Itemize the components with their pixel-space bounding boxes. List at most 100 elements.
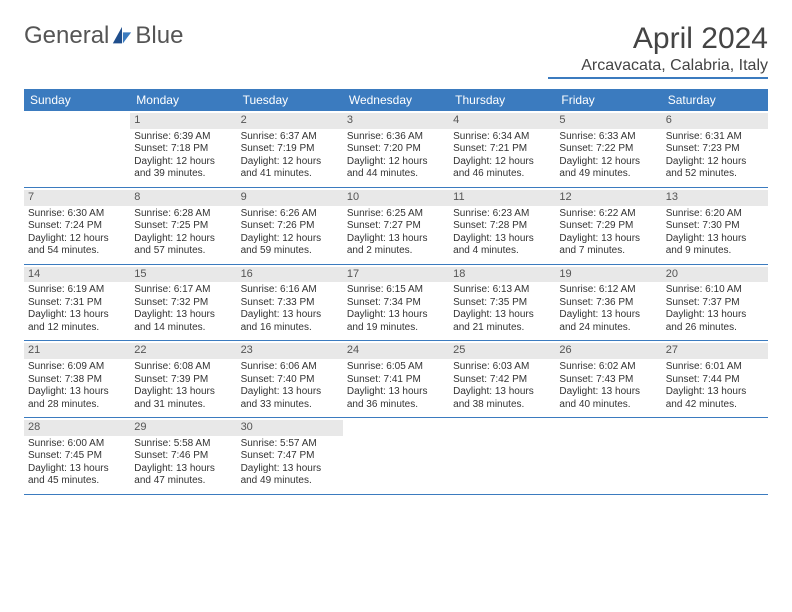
calendar-cell: 24Sunrise: 6:05 AMSunset: 7:41 PMDayligh… — [343, 341, 449, 417]
daylight-line: Daylight: 13 hours and 40 minutes. — [559, 386, 657, 411]
calendar-cell: 22Sunrise: 6:08 AMSunset: 7:39 PMDayligh… — [130, 341, 236, 417]
daylight-line: Daylight: 13 hours and 28 minutes. — [28, 386, 126, 411]
calendar-cell: 3Sunrise: 6:36 AMSunset: 7:20 PMDaylight… — [343, 111, 449, 187]
daylight-line: Daylight: 12 hours and 41 minutes. — [241, 156, 339, 181]
sunset-line: Sunset: 7:46 PM — [134, 450, 232, 463]
sunrise-line: Sunrise: 6:16 AM — [241, 284, 339, 297]
sunrise-line: Sunrise: 6:19 AM — [28, 284, 126, 297]
calendar-cell: 25Sunrise: 6:03 AMSunset: 7:42 PMDayligh… — [449, 341, 555, 417]
sunset-line: Sunset: 7:28 PM — [453, 220, 551, 233]
daylight-line: Daylight: 13 hours and 21 minutes. — [453, 309, 551, 334]
sunrise-line: Sunrise: 6:17 AM — [134, 284, 232, 297]
calendar-cell: 2Sunrise: 6:37 AMSunset: 7:19 PMDaylight… — [237, 111, 343, 187]
calendar-day-headers: SundayMondayTuesdayWednesdayThursdayFrid… — [24, 89, 768, 111]
day-number: 20 — [662, 267, 768, 283]
calendar-cell: 8Sunrise: 6:28 AMSunset: 7:25 PMDaylight… — [130, 188, 236, 264]
sunrise-line: Sunrise: 6:01 AM — [666, 361, 764, 374]
calendar-cell: 23Sunrise: 6:06 AMSunset: 7:40 PMDayligh… — [237, 341, 343, 417]
day-number: 17 — [343, 267, 449, 283]
sunset-line: Sunset: 7:18 PM — [134, 143, 232, 156]
location-subtitle: Arcavacata, Calabria, Italy — [548, 57, 768, 75]
calendar-week: 1Sunrise: 6:39 AMSunset: 7:18 PMDaylight… — [24, 111, 768, 188]
sunset-line: Sunset: 7:30 PM — [666, 220, 764, 233]
day-number: 25 — [449, 343, 555, 359]
sunrise-line: Sunrise: 6:12 AM — [559, 284, 657, 297]
calendar-cell: 11Sunrise: 6:23 AMSunset: 7:28 PMDayligh… — [449, 188, 555, 264]
sunset-line: Sunset: 7:37 PM — [666, 297, 764, 310]
sunrise-line: Sunrise: 6:30 AM — [28, 208, 126, 221]
sunrise-line: Sunrise: 6:05 AM — [347, 361, 445, 374]
calendar-cell: 12Sunrise: 6:22 AMSunset: 7:29 PMDayligh… — [555, 188, 661, 264]
sunset-line: Sunset: 7:33 PM — [241, 297, 339, 310]
sunset-line: Sunset: 7:24 PM — [28, 220, 126, 233]
calendar-cell — [343, 418, 449, 494]
sunset-line: Sunset: 7:39 PM — [134, 374, 232, 387]
day-number: 7 — [24, 190, 130, 206]
day-number: 26 — [555, 343, 661, 359]
sunset-line: Sunset: 7:21 PM — [453, 143, 551, 156]
sunrise-line: Sunrise: 6:08 AM — [134, 361, 232, 374]
daylight-line: Daylight: 13 hours and 33 minutes. — [241, 386, 339, 411]
sunrise-line: Sunrise: 6:15 AM — [347, 284, 445, 297]
sunset-line: Sunset: 7:40 PM — [241, 374, 339, 387]
sunrise-line: Sunrise: 6:10 AM — [666, 284, 764, 297]
calendar-cell: 20Sunrise: 6:10 AMSunset: 7:37 PMDayligh… — [662, 265, 768, 341]
sunset-line: Sunset: 7:36 PM — [559, 297, 657, 310]
sunrise-line: Sunrise: 6:37 AM — [241, 131, 339, 144]
calendar-cell: 5Sunrise: 6:33 AMSunset: 7:22 PMDaylight… — [555, 111, 661, 187]
calendar-week: 28Sunrise: 6:00 AMSunset: 7:45 PMDayligh… — [24, 418, 768, 495]
calendar-cell: 7 Sunrise: 6:30 AMSunset: 7:24 PMDaylight… — [24, 188, 130, 264]
daylight-line: Daylight: 12 hours and 39 minutes. — [134, 156, 232, 181]
daylight-line: Daylight: 13 hours and 42 minutes. — [666, 386, 764, 411]
daylight-line: Daylight: 13 hours and 12 minutes. — [28, 309, 126, 334]
sunrise-line: Sunrise: 6:20 AM — [666, 208, 764, 221]
sunset-line: Sunset: 7:35 PM — [453, 297, 551, 310]
header: General Blue April 2024 Arcavacata, Cala… — [24, 22, 768, 79]
sunrise-line: Sunrise: 6:23 AM — [453, 208, 551, 221]
sunrise-line: Sunrise: 6:39 AM — [134, 131, 232, 144]
sunrise-line: Sunrise: 6:25 AM — [347, 208, 445, 221]
day-number: 3 — [343, 113, 449, 129]
daylight-line: Daylight: 13 hours and 38 minutes. — [453, 386, 551, 411]
sunrise-line: Sunrise: 6:31 AM — [666, 131, 764, 144]
daylight-line: Daylight: 13 hours and 49 minutes. — [241, 463, 339, 488]
sunrise-line: Sunrise: 6:13 AM — [453, 284, 551, 297]
sunset-line: Sunset: 7:43 PM — [559, 374, 657, 387]
daylight-line: Daylight: 13 hours and 19 minutes. — [347, 309, 445, 334]
sunset-line: Sunset: 7:26 PM — [241, 220, 339, 233]
calendar-cell: 1Sunrise: 6:39 AMSunset: 7:18 PMDaylight… — [130, 111, 236, 187]
sunset-line: Sunset: 7:41 PM — [347, 374, 445, 387]
sunset-line: Sunset: 7:42 PM — [453, 374, 551, 387]
day-header: Friday — [555, 89, 661, 111]
calendar-cell: 4Sunrise: 6:34 AMSunset: 7:21 PMDaylight… — [449, 111, 555, 187]
daylight-line: Daylight: 13 hours and 31 minutes. — [134, 386, 232, 411]
daylight-line: Daylight: 13 hours and 24 minutes. — [559, 309, 657, 334]
day-number: 13 — [662, 190, 768, 206]
day-number: 10 — [343, 190, 449, 206]
daylight-line: Daylight: 12 hours and 54 minutes. — [28, 233, 126, 258]
sunset-line: Sunset: 7:25 PM — [134, 220, 232, 233]
sunset-line: Sunset: 7:31 PM — [28, 297, 126, 310]
day-number: 16 — [237, 267, 343, 283]
title-block: April 2024 Arcavacata, Calabria, Italy — [548, 22, 768, 79]
title-underline — [548, 77, 768, 79]
sunrise-line: Sunrise: 6:00 AM — [28, 438, 126, 451]
daylight-line: Daylight: 13 hours and 7 minutes. — [559, 233, 657, 258]
day-number: 19 — [555, 267, 661, 283]
calendar-cell: 15Sunrise: 6:17 AMSunset: 7:32 PMDayligh… — [130, 265, 236, 341]
day-number: 9 — [237, 190, 343, 206]
page-title: April 2024 — [548, 22, 768, 55]
sunset-line: Sunset: 7:23 PM — [666, 143, 764, 156]
sunrise-line: Sunrise: 6:28 AM — [134, 208, 232, 221]
calendar-cell: 18Sunrise: 6:13 AMSunset: 7:35 PMDayligh… — [449, 265, 555, 341]
sunset-line: Sunset: 7:45 PM — [28, 450, 126, 463]
day-header: Thursday — [449, 89, 555, 111]
day-header: Sunday — [24, 89, 130, 111]
calendar-week: 14Sunrise: 6:19 AMSunset: 7:31 PMDayligh… — [24, 265, 768, 342]
calendar-cell — [662, 418, 768, 494]
day-number: 8 — [130, 190, 236, 206]
sunset-line: Sunset: 7:29 PM — [559, 220, 657, 233]
daylight-line: Daylight: 13 hours and 14 minutes. — [134, 309, 232, 334]
daylight-line: Daylight: 12 hours and 52 minutes. — [666, 156, 764, 181]
calendar-cell: 28Sunrise: 6:00 AMSunset: 7:45 PMDayligh… — [24, 418, 130, 494]
